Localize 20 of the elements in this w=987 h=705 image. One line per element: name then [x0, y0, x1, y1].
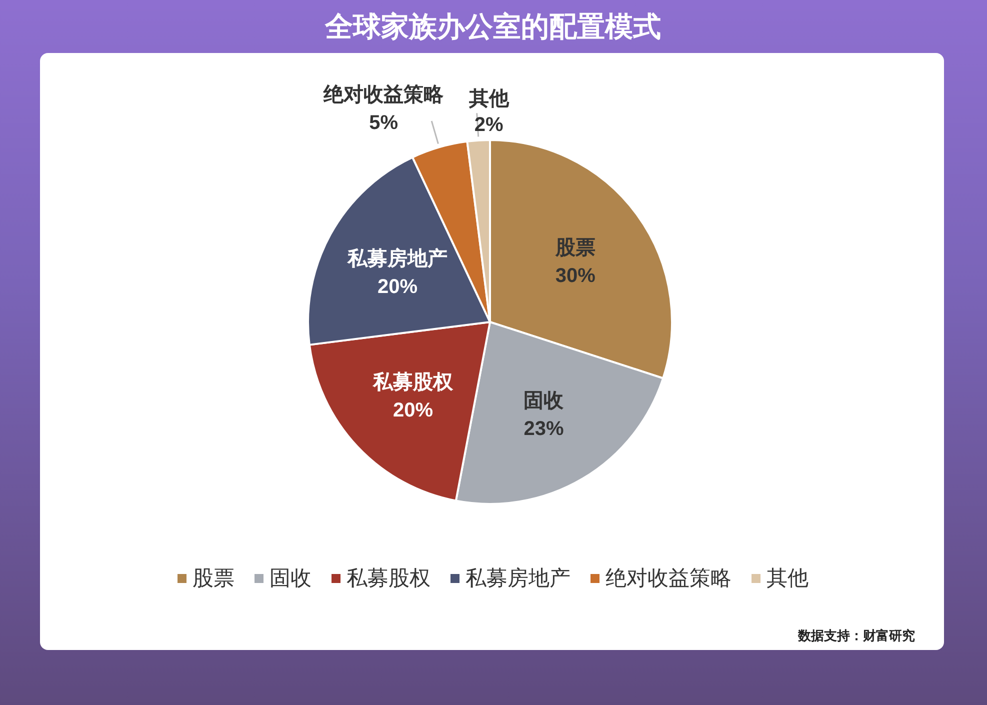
slice-label: 绝对收益策略	[322, 84, 445, 106]
legend-label: 股票	[192, 567, 234, 590]
data-label: 20%	[377, 276, 418, 298]
legend-label: 固收	[270, 567, 312, 590]
legend-label: 绝对收益策略	[606, 567, 732, 590]
data-label: 23%	[524, 418, 564, 440]
slice-label: 私募股权	[372, 371, 454, 394]
slice-label: 其他	[468, 88, 510, 110]
data-label: 30%	[555, 264, 596, 287]
data-label: 5%	[369, 112, 398, 134]
legend-label: 其他	[766, 567, 808, 590]
slice-label: 股票	[554, 236, 596, 259]
slice-label: 私募房地产	[346, 247, 448, 270]
slice-label: 固收	[524, 390, 565, 412]
chart-title: 全球家族办公室的配置模式	[324, 11, 661, 42]
text: 数据支持：财富研究	[797, 628, 915, 643]
legend-label: 私募房地产	[466, 567, 570, 590]
data-label: 20%	[393, 399, 434, 422]
legend-label: 私募股权	[346, 567, 430, 590]
data-label: 2%	[474, 114, 504, 136]
